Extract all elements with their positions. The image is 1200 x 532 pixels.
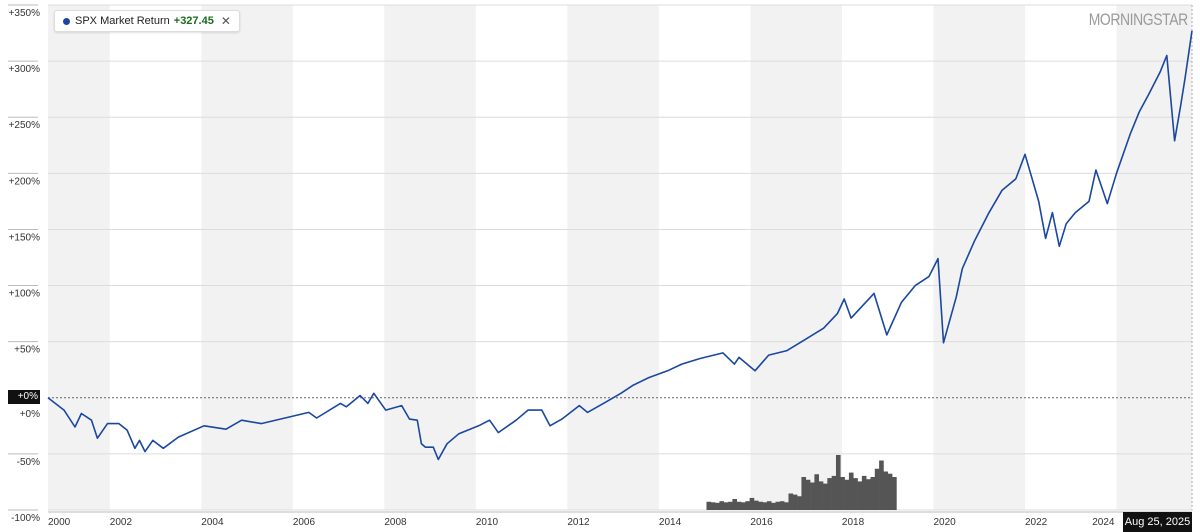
volume-bar (835, 455, 841, 510)
volume-bar (870, 477, 876, 510)
background-band (201, 5, 293, 510)
x-tick-label: 2022 (1025, 517, 1048, 528)
volume-bar (762, 502, 768, 510)
x-tick-label: 2000 (48, 517, 71, 528)
y-tick-label: +0% (20, 409, 40, 420)
background-band (48, 5, 110, 510)
volume-bar (771, 502, 776, 510)
crosshair-y-label: +0% (8, 390, 40, 404)
volume-bar (857, 481, 863, 510)
y-tick-label: +150% (9, 232, 41, 243)
volume-bar (788, 493, 794, 510)
y-tick-label: +250% (9, 120, 41, 131)
background-band (567, 5, 659, 510)
x-tick-label: 2016 (750, 517, 773, 528)
volume-bar (853, 478, 858, 510)
x-tick-label: 2012 (567, 517, 590, 528)
volume-bar (749, 497, 755, 510)
volume-bar (892, 477, 897, 510)
volume-bar (766, 501, 772, 510)
volume-bar (792, 494, 798, 510)
x-tick-label: 2018 (842, 517, 865, 528)
y-tick-label: -100% (11, 513, 40, 524)
legend-item[interactable]: SPX Market Return +327.45 ✕ (54, 10, 240, 32)
volume-bar (810, 482, 815, 510)
background-band (750, 5, 842, 510)
volume-bar (732, 499, 737, 510)
y-tick-label: +350% (9, 8, 41, 19)
y-tick-label: +100% (9, 289, 41, 300)
y-tick-label: +50% (14, 345, 40, 356)
x-tick-label: 2002 (110, 517, 133, 528)
crosshair-x-label: Aug 25, 2025 (1123, 512, 1192, 532)
volume-bar (887, 473, 893, 510)
volume-bar (827, 478, 832, 510)
volume-bar (745, 501, 750, 510)
volume-bar (758, 501, 763, 510)
x-tick-label: 2006 (293, 517, 316, 528)
x-tick-label: 2024 (1092, 517, 1115, 528)
volume-bar (736, 501, 742, 510)
x-tick-label: 2010 (476, 517, 499, 528)
volume-bar (883, 471, 889, 510)
x-tick-label: 2008 (384, 517, 407, 528)
volume-bar (848, 472, 854, 510)
volume-bar (706, 501, 712, 510)
volume-bar (823, 483, 828, 510)
volume-bar (818, 481, 824, 510)
background-band (933, 5, 1025, 510)
y-tick-label: +200% (9, 176, 41, 187)
volume-bar (784, 502, 789, 510)
volume-bar (861, 475, 867, 510)
volume-bar (753, 500, 759, 510)
volume-bar (874, 468, 880, 510)
volume-bar (844, 479, 850, 510)
volume-bar (728, 501, 733, 510)
volume-bar (831, 475, 837, 510)
volume-bar (866, 479, 871, 510)
legend-series-name: SPX Market Return (75, 15, 170, 27)
volume-bar (719, 501, 725, 510)
x-tick-label: 2020 (933, 517, 956, 528)
volume-bar (775, 501, 781, 510)
volume-bar (805, 479, 811, 510)
close-icon[interactable]: ✕ (220, 14, 231, 28)
morningstar-logo: MORNINGSTAR (1088, 10, 1188, 29)
volume-bar (715, 502, 720, 510)
series-line (47, 30, 1193, 461)
volume-bar (723, 502, 729, 510)
y-tick-label: -50% (17, 457, 40, 468)
volume-bar (879, 460, 884, 510)
volume-bar (779, 501, 785, 510)
y-tick-label: +300% (9, 64, 41, 75)
volume-bar (801, 477, 807, 510)
background-band (1116, 5, 1192, 510)
legend-series-value: +327.45 (173, 15, 214, 27)
volume-bar (840, 477, 845, 510)
background-band (384, 5, 476, 510)
series-dot-icon (63, 17, 70, 25)
volume-bar (710, 502, 716, 510)
x-tick-label: 2014 (659, 517, 682, 528)
x-tick-label: 2004 (201, 517, 224, 528)
volume-bar (814, 474, 820, 510)
volume-bar (741, 502, 746, 510)
volume-bar (797, 496, 802, 510)
